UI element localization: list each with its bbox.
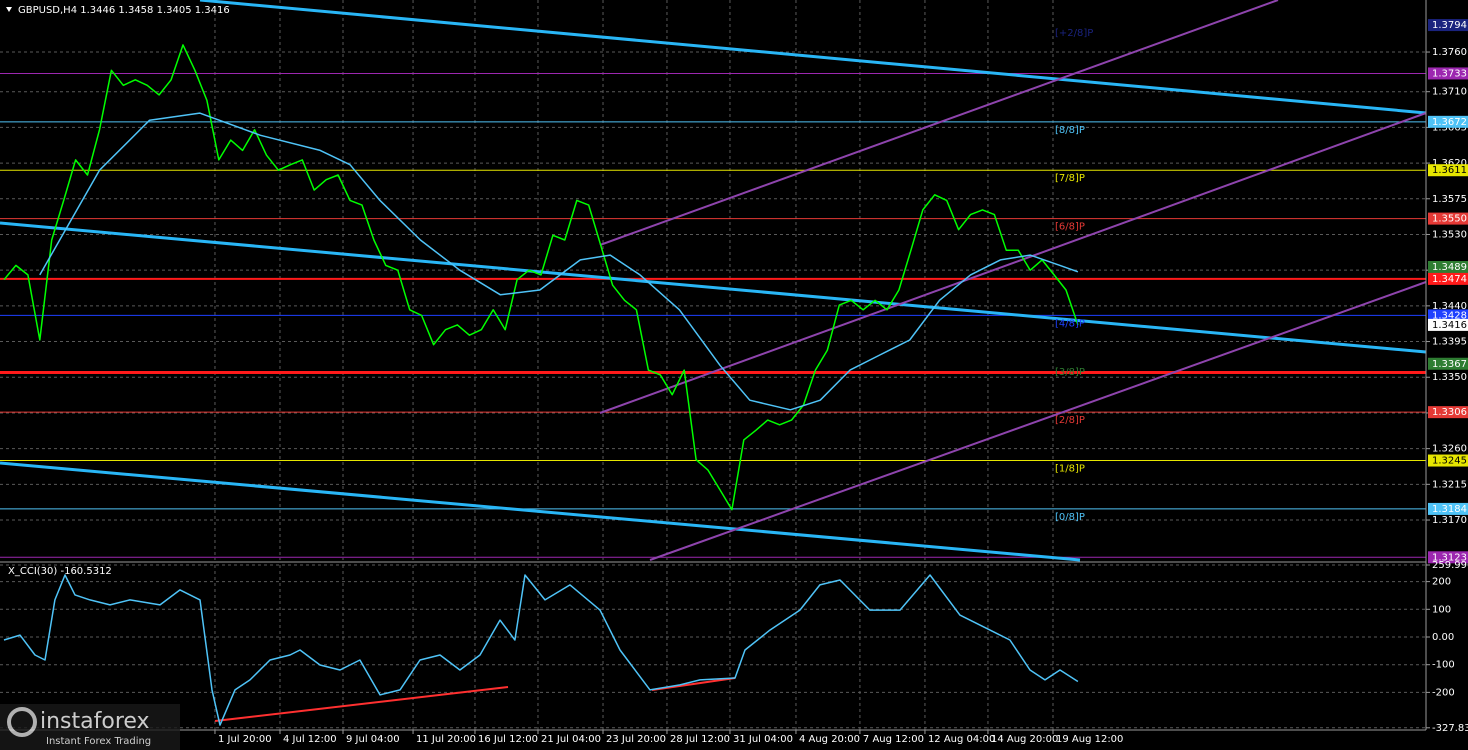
x-tick-label: 28 Jul 12:00 bbox=[670, 734, 730, 745]
price-tag bbox=[1428, 115, 1468, 128]
level-label: [8/8]P bbox=[1055, 125, 1085, 136]
price-tag bbox=[1428, 19, 1468, 32]
price-tag bbox=[1428, 164, 1468, 177]
series-line bbox=[39, 112, 1079, 411]
series-layer bbox=[3, 44, 1079, 726]
channel-line bbox=[0, 461, 1081, 562]
x-tick-label: 11 Jul 20:00 bbox=[416, 734, 476, 745]
price-tag-label: 1.3550 bbox=[1432, 214, 1467, 225]
price-tag bbox=[1428, 272, 1468, 285]
y-tick-label: 1.3710 bbox=[1432, 87, 1467, 98]
watermark: instaforex Instant Forex Trading bbox=[0, 704, 180, 750]
x-tick-label: 4 Aug 20:00 bbox=[799, 734, 860, 745]
y-tick-label: 1.3260 bbox=[1432, 444, 1467, 455]
price-tag-label: 1.3245 bbox=[1432, 456, 1467, 467]
series-line bbox=[3, 574, 1079, 726]
divergence-line bbox=[214, 686, 509, 722]
price-tag-label: 1.3794 bbox=[1432, 20, 1467, 31]
channel-line bbox=[599, 112, 1427, 414]
price-tag-label: 1.3489 bbox=[1432, 262, 1467, 273]
y-tick-label: 1.3620 bbox=[1432, 158, 1467, 169]
price-tag-label: 1.3416 bbox=[1432, 320, 1467, 331]
y-tick-label: 200 bbox=[1432, 577, 1451, 588]
x-tick-label: 23 Jul 20:00 bbox=[606, 734, 666, 745]
y-tick-label: 0.00 bbox=[1432, 632, 1454, 643]
price-tag bbox=[1428, 502, 1468, 515]
x-tick-label: 12 Aug 04:00 bbox=[928, 734, 995, 745]
level-label: [7/8]P bbox=[1055, 173, 1085, 184]
y-tick-label: 259.9969 bbox=[1432, 560, 1468, 571]
price-tag-label: 1.3733 bbox=[1432, 68, 1467, 79]
x-tick-label: 31 Jul 04:00 bbox=[733, 734, 793, 745]
level-label: [0/8]P bbox=[1055, 512, 1085, 523]
price-tag-label: 1.3367 bbox=[1432, 359, 1467, 370]
price-tag bbox=[1428, 212, 1468, 225]
price-tag-label: 1.3611 bbox=[1432, 165, 1467, 176]
y-tick-label: 1.3395 bbox=[1432, 337, 1467, 348]
x-tick-label: 21 Jul 04:00 bbox=[541, 734, 601, 745]
indicator-title: X_CCI(30) -160.5312 bbox=[8, 566, 112, 577]
y-tick-label: 1.3665 bbox=[1432, 122, 1467, 133]
y-tick-label: 1.3760 bbox=[1432, 47, 1467, 58]
price-tag-label: 1.3672 bbox=[1432, 117, 1467, 128]
watermark-brand: instaforex bbox=[40, 709, 150, 734]
channel-line bbox=[0, 221, 1427, 354]
price-tag-label: 1.3123 bbox=[1432, 552, 1467, 563]
price-tag-label: 1.3184 bbox=[1432, 504, 1467, 515]
chart-title: GBPUSD,H4 1.3446 1.3458 1.3405 1.3416 bbox=[18, 5, 230, 16]
y-tick-label: -200 bbox=[1432, 687, 1455, 698]
price-tag-label: 1.3306 bbox=[1432, 407, 1467, 418]
price-tag bbox=[1428, 551, 1468, 564]
level-label: [6/8]P bbox=[1055, 222, 1085, 233]
price-tag bbox=[1428, 260, 1468, 273]
x-tick-label: 19 Aug 12:00 bbox=[1056, 734, 1123, 745]
price-tag bbox=[1428, 318, 1468, 331]
x-tick-label: 7 Aug 12:00 bbox=[863, 734, 924, 745]
x-tick-label: 1 Jul 20:00 bbox=[218, 734, 272, 745]
level-label: [4/8]P bbox=[1055, 318, 1085, 329]
trend-lines bbox=[0, 0, 1427, 722]
price-tag bbox=[1428, 67, 1468, 80]
channel-line bbox=[199, 0, 1427, 115]
levels-layer bbox=[0, 72, 1426, 558]
price-tag bbox=[1428, 309, 1468, 322]
y-tick-label: 1.3170 bbox=[1432, 515, 1467, 526]
watermark-tagline: Instant Forex Trading bbox=[46, 736, 151, 747]
y-tick-label: 1.3575 bbox=[1432, 194, 1467, 205]
y-tick-label: 100 bbox=[1432, 604, 1451, 615]
price-tag-label: 1.3428 bbox=[1432, 310, 1467, 321]
y-tick-label: 1.3215 bbox=[1432, 479, 1467, 490]
channel-line bbox=[599, 0, 1279, 246]
x-tick-label: 9 Jul 04:00 bbox=[346, 734, 400, 745]
level-label: [+2/8]P bbox=[1055, 28, 1093, 39]
level-label: [3/8]P bbox=[1055, 367, 1085, 378]
y-tick-label: 1.3440 bbox=[1432, 301, 1467, 312]
menu-arrow bbox=[6, 7, 12, 12]
price-tag bbox=[1428, 454, 1468, 467]
series-line bbox=[3, 44, 1079, 511]
y-tick-label: 1.3350 bbox=[1432, 372, 1467, 383]
price-tag bbox=[1428, 357, 1468, 370]
watermark-logo bbox=[7, 707, 37, 737]
level-label: [1/8]P bbox=[1055, 464, 1085, 475]
y-tick-label: -327.832 bbox=[1432, 723, 1468, 734]
x-tick-label: 14 Aug 20:00 bbox=[991, 734, 1058, 745]
y-tick-label: -100 bbox=[1432, 660, 1455, 671]
text-layer: GBPUSD,H4 1.3446 1.3458 1.3405 1.3416 X_… bbox=[6, 5, 1468, 745]
x-tick-label: 4 Jul 12:00 bbox=[283, 734, 337, 745]
y-tick-label: 1.3530 bbox=[1432, 229, 1467, 240]
x-tick-label: 16 Jul 12:00 bbox=[478, 734, 538, 745]
level-label: [2/8]P bbox=[1055, 415, 1085, 426]
channel-line bbox=[649, 281, 1427, 561]
price-tag-label: 1.3474 bbox=[1432, 274, 1467, 285]
price-tag bbox=[1428, 406, 1468, 419]
